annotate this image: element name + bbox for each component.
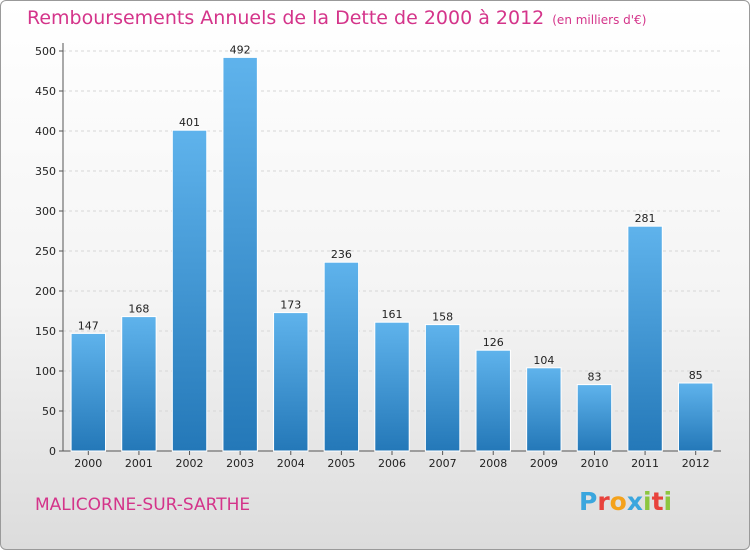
x-tick-label: 2005 (327, 457, 355, 470)
bar (627, 225, 663, 452)
y-tick-label: 50 (42, 405, 56, 418)
bar-value-label: 147 (78, 319, 99, 332)
y-tick-label: 450 (35, 85, 56, 98)
bar (70, 332, 107, 452)
y-tick-label: 500 (35, 45, 56, 58)
y-tick-label: 150 (35, 325, 56, 338)
bar-value-label: 158 (432, 311, 453, 324)
x-tick-label: 2010 (580, 457, 608, 470)
logo-letter: P (579, 487, 598, 516)
bar-value-label: 126 (483, 336, 504, 349)
logo-letter: r (597, 487, 610, 516)
x-tick-label: 2003 (226, 457, 254, 470)
proxiti-logo: Proxiti (579, 487, 672, 516)
bar-value-label: 401 (179, 116, 200, 129)
bar-value-label: 161 (382, 308, 403, 321)
bar (374, 321, 410, 452)
bar (323, 261, 360, 452)
town-name: MALICORNE-SUR-SARTHE (35, 495, 251, 515)
logo-letter: i (663, 487, 673, 516)
bar-value-label: 281 (635, 212, 656, 225)
x-tick-label: 2000 (74, 457, 102, 470)
bar (273, 312, 309, 452)
chart-title: Remboursements Annuels de la Dette de 20… (27, 7, 646, 29)
bar (475, 349, 511, 452)
bar (121, 316, 157, 452)
logo-letter: x (626, 487, 643, 516)
x-tick-label: 2009 (530, 457, 558, 470)
y-tick-label: 300 (35, 205, 56, 218)
bar (424, 324, 461, 452)
y-tick-label: 400 (35, 125, 56, 138)
bar-value-label: 104 (533, 354, 554, 367)
bar (576, 384, 613, 452)
logo-letter: t (651, 487, 664, 516)
x-tick-label: 2002 (176, 457, 204, 470)
x-tick-label: 2006 (378, 457, 406, 470)
bar (677, 382, 714, 452)
y-tick-label: 200 (35, 285, 56, 298)
logo-letter: i (643, 487, 652, 516)
bar (171, 129, 208, 452)
chart-subtitle: (en milliers d'€) (552, 13, 647, 27)
y-tick-label: 0 (49, 445, 56, 458)
x-tick-label: 2001 (125, 457, 153, 470)
chart-title-text: Remboursements Annuels de la Dette de 20… (27, 7, 545, 29)
bar-value-label: 83 (587, 371, 601, 384)
x-tick-label: 2012 (682, 457, 710, 470)
x-tick-label: 2007 (429, 457, 457, 470)
bar-value-label: 168 (128, 303, 149, 316)
x-tick-label: 2004 (277, 457, 305, 470)
bar (222, 56, 258, 452)
y-tick-label: 100 (35, 365, 56, 378)
bar-value-label: 236 (331, 248, 352, 261)
x-tick-label: 2011 (631, 457, 659, 470)
bar (526, 367, 562, 452)
y-tick-label: 350 (35, 165, 56, 178)
y-tick-label: 250 (35, 245, 56, 258)
bar-value-label: 85 (689, 369, 703, 382)
bar-value-label: 492 (230, 43, 251, 56)
logo-letter: o (609, 487, 627, 516)
bar-value-label: 173 (280, 299, 301, 312)
x-tick-label: 2008 (479, 457, 507, 470)
